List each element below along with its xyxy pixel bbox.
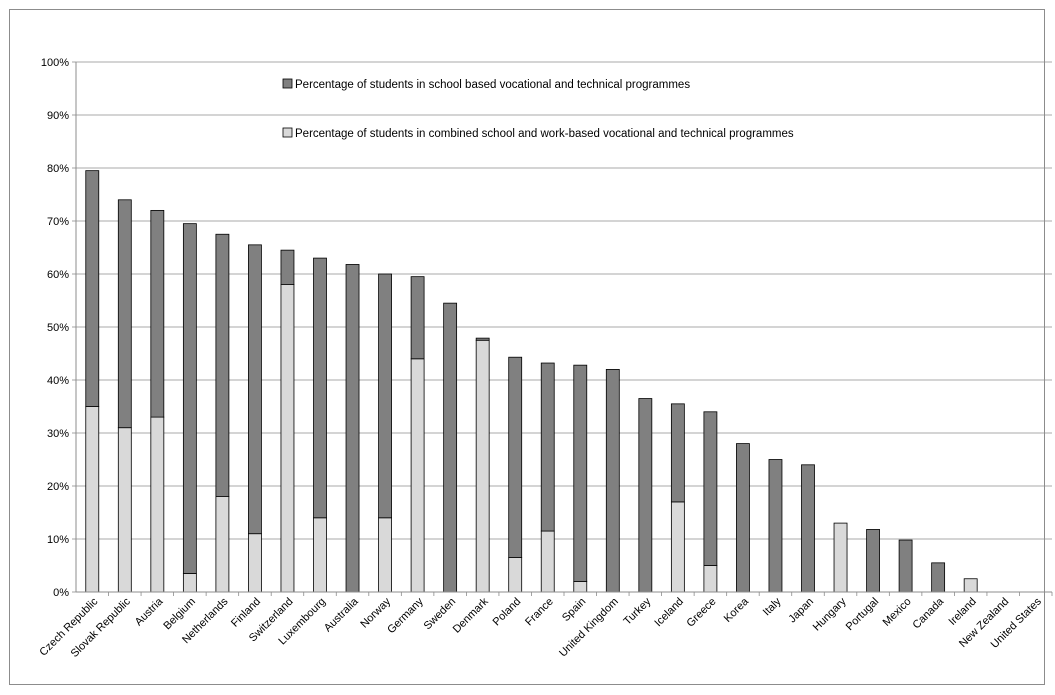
bar-school-based-japan <box>801 464 815 593</box>
bar-school-based-denmark <box>475 337 490 341</box>
bar-school-based-australia <box>345 264 360 593</box>
bar-school-based-belgium <box>182 223 197 574</box>
bar-school-based-slovak-republic <box>117 199 132 429</box>
bar-school-based-luxembourg <box>313 257 327 519</box>
bar-school-based-sweden <box>443 302 458 593</box>
x-category-label: Slovak Republic <box>69 595 134 660</box>
bar-combined-luxembourg <box>313 517 327 593</box>
legend-label-combined: Percentage of students in combined schoo… <box>295 128 794 140</box>
bar-school-based-switzerland <box>280 249 295 285</box>
x-category-label: Denmark <box>451 595 491 635</box>
y-tick-label: 80% <box>47 163 69 175</box>
x-category-label: Poland <box>491 596 524 629</box>
x-category-label: Germany <box>385 595 426 636</box>
bars <box>85 170 978 593</box>
x-axis <box>75 62 1053 596</box>
x-category-label: Ireland <box>947 596 979 628</box>
y-tick-label: 70% <box>47 216 69 228</box>
bar-school-based-poland <box>508 356 523 558</box>
bar-school-based-canada <box>931 562 946 593</box>
bar-school-based-portugal <box>866 529 880 593</box>
x-category-label: Greece <box>685 596 719 630</box>
legend-label-school-based: Percentage of students in school based v… <box>295 79 690 91</box>
x-category-label: Portugal <box>844 596 881 633</box>
bar-combined-ireland <box>963 578 978 593</box>
bar-school-based-germany <box>410 276 425 360</box>
bar-school-based-united-kingdom <box>605 368 620 593</box>
bar-combined-france <box>540 530 555 593</box>
legend-swatch-school-based <box>282 78 293 89</box>
x-category-label: Australia <box>322 595 361 634</box>
bar-school-based-france <box>540 362 555 532</box>
x-category-label: Korea <box>722 595 752 625</box>
bar-school-based-czech-republic <box>85 170 100 407</box>
bar-school-based-italy <box>768 459 783 593</box>
legend-swatch-combined <box>282 127 293 138</box>
bar-combined-belgium <box>182 573 197 593</box>
x-category-label: Czech Republic <box>37 595 100 658</box>
bar-school-based-netherlands <box>215 233 230 498</box>
bar-school-based-korea <box>736 443 750 593</box>
legend: Percentage of students in school based v… <box>282 78 794 140</box>
bar-school-based-mexico <box>898 539 913 593</box>
x-category-label: France <box>523 596 556 629</box>
y-tick-label: 30% <box>47 428 69 440</box>
bar-school-based-norway <box>378 273 392 519</box>
x-category-label: Iceland <box>652 596 686 630</box>
y-tick-label: 0% <box>53 587 69 599</box>
bar-school-based-austria <box>150 209 165 418</box>
x-category-label: United Kingdom <box>557 596 621 660</box>
gridlines <box>76 61 1052 540</box>
bar-combined-iceland <box>670 501 685 593</box>
bar-school-based-spain <box>573 364 588 582</box>
legend-item-school-based: Percentage of students in school based v… <box>282 78 690 91</box>
y-tick-label: 90% <box>47 110 69 122</box>
x-category-label: Canada <box>911 595 947 631</box>
x-category-label: Turkey <box>621 595 653 627</box>
bar-combined-denmark <box>475 339 490 593</box>
x-category-label: Spain <box>560 596 588 624</box>
bar-combined-germany <box>410 358 425 593</box>
bar-combined-switzerland <box>280 284 295 593</box>
bar-combined-finland <box>248 533 262 593</box>
bar-combined-spain <box>573 581 588 593</box>
y-tick-label: 40% <box>47 375 69 387</box>
bar-combined-hungary <box>833 522 848 593</box>
bar-combined-norway <box>378 517 392 593</box>
x-category-label: Hungary <box>811 595 849 633</box>
y-tick-label: 50% <box>47 322 69 334</box>
y-axis-ticks: 0% 10% 20% 30% 40% 50% 60% 70% 80% 90% 100% <box>41 57 76 599</box>
x-category-label: Mexico <box>881 596 914 629</box>
bar-school-based-finland <box>248 244 262 535</box>
bar-combined-netherlands <box>215 496 230 593</box>
bar-combined-greece <box>703 565 718 593</box>
legend-item-combined: Percentage of students in combined schoo… <box>282 127 794 140</box>
y-tick-label: 100% <box>41 57 69 69</box>
y-tick-label: 20% <box>47 481 69 493</box>
bar-combined-czech-republic <box>85 406 100 593</box>
y-tick-label: 60% <box>47 269 69 281</box>
bar-combined-slovak-republic <box>117 427 132 593</box>
x-category-label: Japan <box>786 596 816 626</box>
y-tick-label: 10% <box>47 534 69 546</box>
x-category-label: Italy <box>761 595 784 618</box>
bar-school-based-turkey <box>638 398 653 593</box>
bar-combined-poland <box>508 557 523 593</box>
bar-school-based-iceland <box>670 403 685 503</box>
bar-school-based-greece <box>703 411 718 566</box>
bar-combined-austria <box>150 416 165 593</box>
